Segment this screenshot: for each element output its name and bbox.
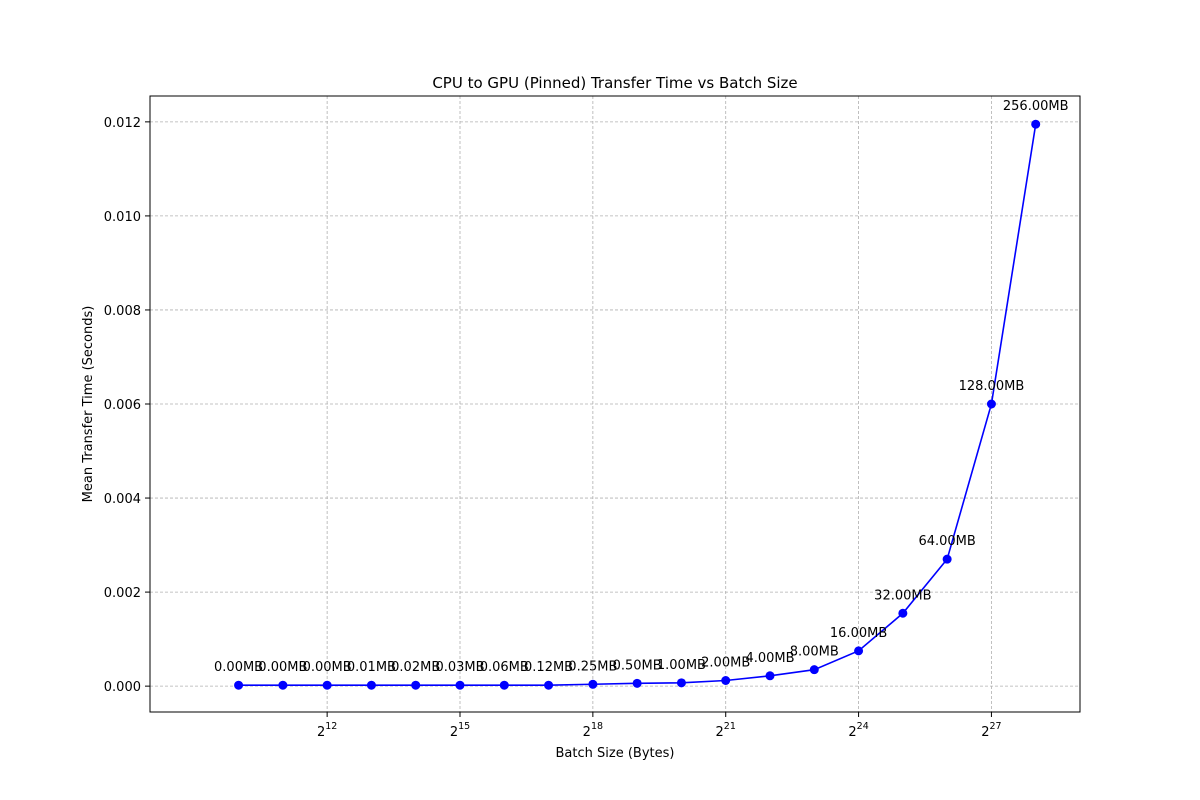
data-point (366, 680, 376, 690)
x-tick-label: 224 (848, 721, 868, 740)
y-tick-label: 0.000 (104, 680, 141, 695)
data-point (499, 680, 509, 690)
point-labels: 0.00MB0.00MB0.00MB0.01MB0.02MB0.03MB0.06… (214, 99, 1069, 675)
data-point (411, 680, 421, 690)
data-points (234, 119, 1041, 690)
data-point (588, 679, 598, 689)
data-label: 128.00MB (959, 379, 1025, 394)
grid-lines (150, 96, 1080, 712)
data-label: 16.00MB (830, 626, 887, 641)
y-axis: 0.000 0.002 0.004 0.006 0.008 0.010 0.012 (104, 116, 150, 695)
data-label: 256.00MB (1003, 99, 1069, 114)
data-label: 1.00MB (657, 658, 706, 673)
data-label: 8.00MB (790, 645, 839, 660)
y-tick-label: 0.008 (104, 304, 141, 319)
data-label: 0.25MB (568, 659, 617, 674)
y-tick-label: 0.012 (104, 116, 141, 131)
y-tick-label: 0.002 (104, 586, 141, 601)
data-point (942, 554, 952, 564)
data-label: 2.00MB (701, 655, 750, 670)
data-point (986, 399, 996, 409)
data-label: 32.00MB (874, 588, 931, 603)
data-label: 0.00MB (303, 660, 352, 675)
plot-frame (149, 95, 1081, 713)
data-label: 4.00MB (745, 651, 794, 666)
y-axis-label: Mean Transfer Time (Seconds) (81, 306, 96, 503)
data-point (455, 680, 465, 690)
data-point (854, 646, 864, 656)
data-label: 0.12MB (524, 660, 573, 675)
chart-title: CPU to GPU (Pinned) Transfer Time vs Bat… (432, 74, 797, 92)
data-label: 0.06MB (480, 660, 529, 675)
data-label: 64.00MB (918, 534, 975, 549)
data-label: 0.00MB (258, 660, 307, 675)
data-label: 0.50MB (613, 658, 662, 673)
x-tick-label: 212 (317, 721, 337, 740)
data-point (765, 671, 775, 681)
data-label: 0.03MB (435, 660, 484, 675)
data-point (898, 608, 908, 618)
data-label: 0.01MB (347, 660, 396, 675)
data-point (278, 680, 288, 690)
x-tick-label: 218 (583, 721, 603, 740)
x-tick-label: 221 (716, 721, 736, 740)
x-tick-label: 227 (981, 721, 1001, 740)
data-point (1031, 119, 1041, 129)
data-label: 0.02MB (391, 660, 440, 675)
y-tick-label: 0.010 (104, 210, 141, 225)
x-tick-label: 215 (450, 721, 470, 740)
data-label: 0.00MB (214, 660, 263, 675)
data-point (322, 680, 332, 690)
data-point (234, 680, 244, 690)
data-point (676, 678, 686, 688)
y-tick-label: 0.004 (104, 492, 141, 507)
x-axis: 212 215 218 221 224 227 (317, 712, 1002, 740)
data-point (632, 678, 642, 688)
data-point (544, 680, 554, 690)
y-tick-label: 0.006 (104, 398, 141, 413)
data-point (809, 665, 819, 675)
data-point (721, 675, 731, 685)
x-axis-label: Batch Size (Bytes) (556, 746, 675, 761)
